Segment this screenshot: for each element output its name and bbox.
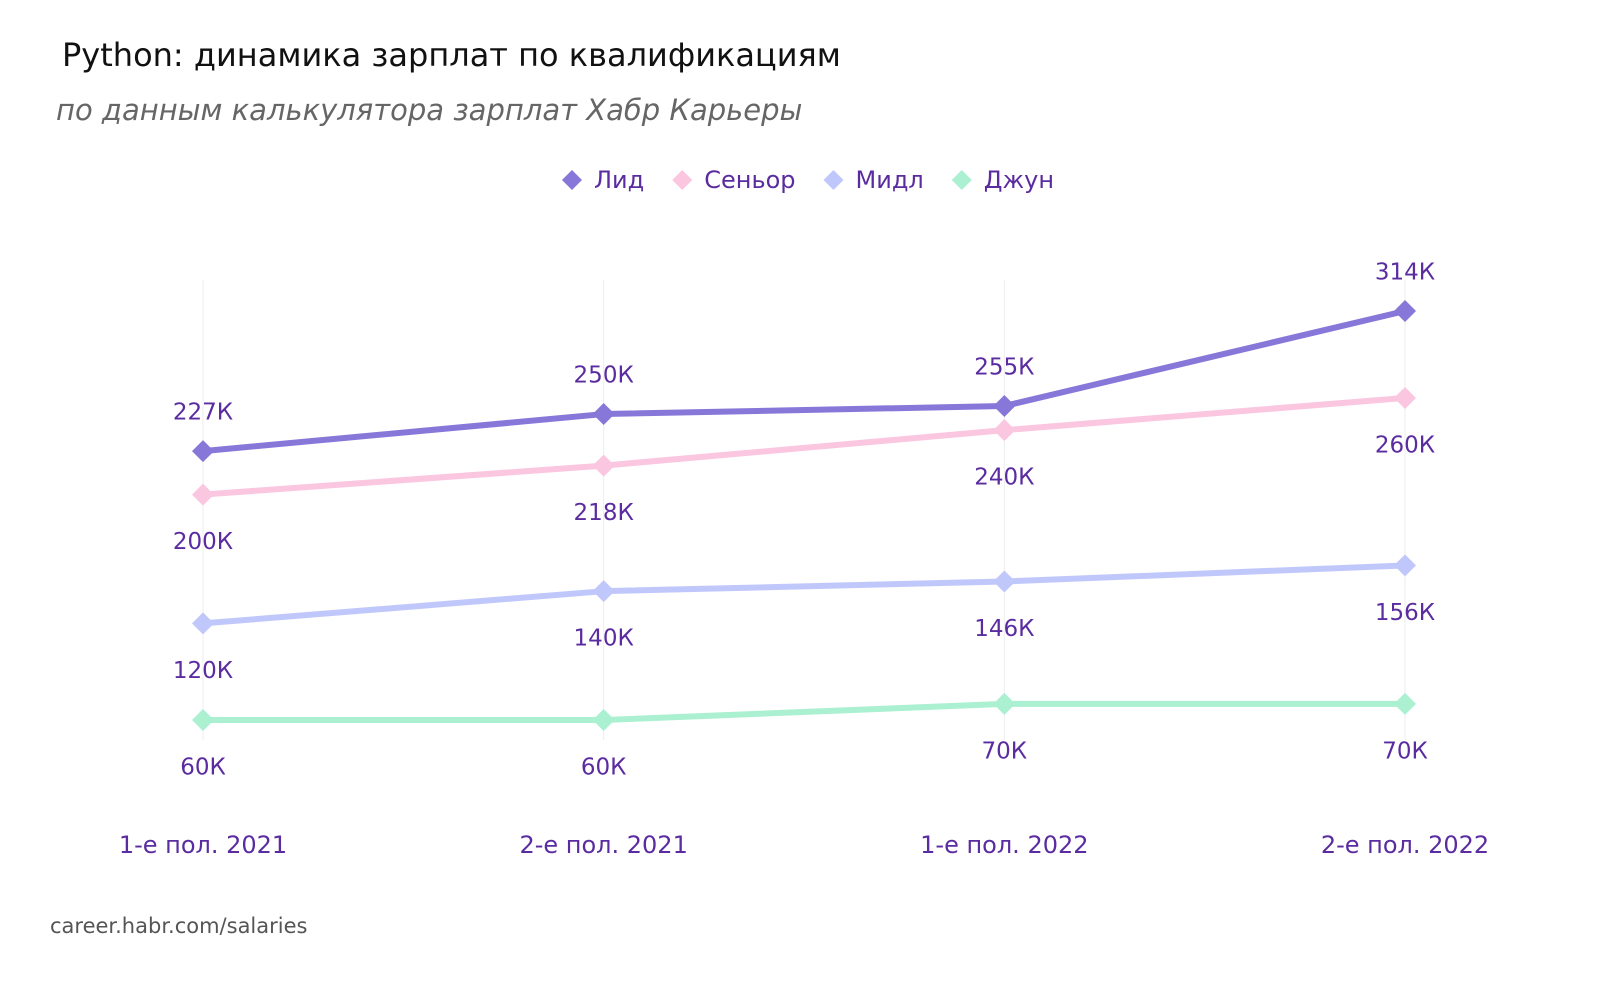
point-marker [1394,692,1416,715]
data-label: 146К [974,616,1034,642]
legend-item: Сеньор [672,166,796,194]
legend-label: Мидл [856,166,924,194]
data-label: 70К [982,738,1028,764]
point-marker [993,395,1016,418]
series-line [203,700,1405,723]
data-label: 255К [974,355,1034,381]
legend-label: Сеньор [704,166,795,194]
chart-subtitle: по данным калькулятора зарплат Хабр Карь… [56,93,802,127]
series-line [202,394,1406,498]
data-label: 70К [1382,738,1428,764]
legend-marker [672,170,693,190]
point-marker [592,580,615,603]
point-marker [592,403,615,426]
point-marker [993,419,1016,442]
legend-label: Джун [984,166,1054,194]
legend-item: Мидл [823,166,924,194]
legend-marker [951,170,972,190]
series-line [202,562,1406,627]
data-label: 60К [180,755,226,781]
legend-item: Лид [561,166,644,194]
data-label: 200К [173,529,233,555]
point-marker [192,612,214,635]
point-marker [592,454,615,477]
point-marker [993,570,1016,593]
x-tick-label: 2-е пол. 2022 [1321,831,1489,859]
point-marker [192,440,214,463]
legend: Лид Сеньор Мидл Джун [561,166,1054,194]
chart-title: Python: динамика зарплат по квалификация… [62,36,841,74]
data-label: 260К [1375,432,1435,458]
x-tick-label: 1-е пол. 2022 [920,831,1088,859]
legend-marker [823,170,844,190]
point-marker [192,709,214,731]
x-tick-label: 2-е пол. 2021 [519,831,687,859]
point-marker [192,483,214,506]
data-label: 156К [1375,600,1435,626]
legend-item: Джун [951,166,1054,194]
source: career.habr.com/salaries [50,914,307,938]
data-label: 140К [574,626,634,652]
series-line [202,308,1406,455]
point-marker [993,692,1016,715]
data-label: 60К [581,755,627,781]
point-marker [592,709,615,731]
data-label: 227К [173,400,233,426]
point-marker [1394,300,1416,322]
data-label: 120К [173,658,233,684]
data-label: 314К [1375,260,1435,286]
data-label: 218К [574,500,634,526]
point-marker [1394,554,1416,577]
x-tick-label: 1-е пол. 2021 [119,831,287,859]
data-label: 240К [974,465,1034,491]
data-label: 250К [574,363,634,389]
legend-marker [561,170,582,190]
point-marker [1394,386,1416,409]
legend-label: Лид [594,166,644,194]
